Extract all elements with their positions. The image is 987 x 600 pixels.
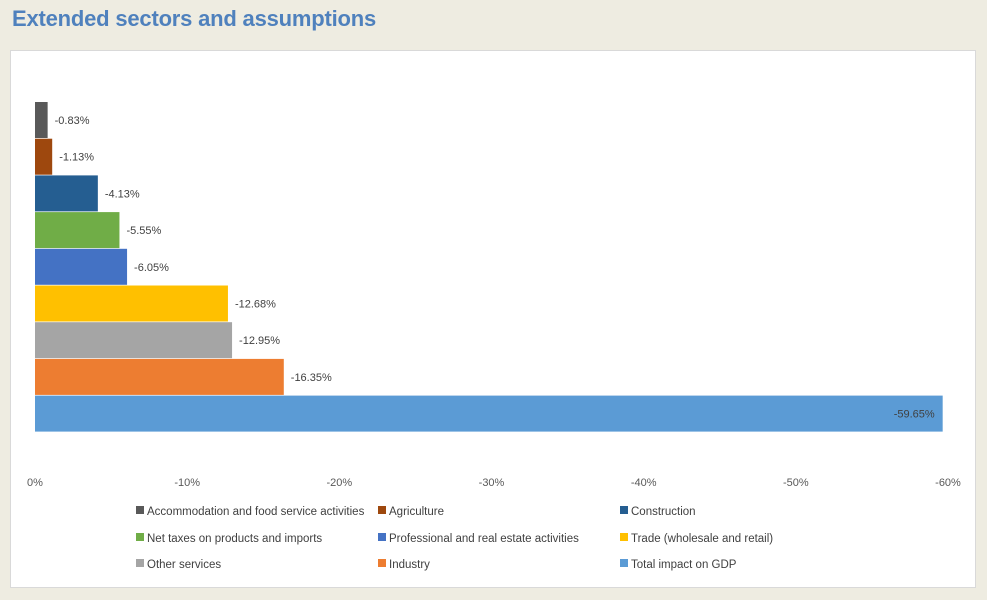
bar-data-label: -12.68% [235, 299, 276, 311]
x-tick-label: 0% [27, 477, 43, 489]
bar-9 [35, 395, 943, 432]
legend-item-label: Trade (wholesale and retail) [631, 533, 773, 545]
legend-item-label: Industry [389, 559, 430, 571]
bar-data-label: -5.55% [126, 225, 161, 237]
legend-item-label: Other services [147, 559, 221, 571]
bar-data-label: -59.65% [894, 409, 935, 421]
legend-swatch [136, 533, 144, 541]
legend-swatch [378, 506, 386, 514]
bar-6 [35, 285, 228, 322]
legend-item-label: Professional and real estate activities [389, 533, 579, 545]
x-tick-label: -10% [174, 477, 200, 489]
bar-8 [35, 358, 284, 395]
bar-data-label: -4.13% [105, 188, 140, 200]
bar-3 [35, 175, 98, 212]
x-tick-label: -30% [479, 477, 505, 489]
x-tick-label: -60% [935, 477, 961, 489]
x-tick-label: -50% [783, 477, 809, 489]
bar-2 [35, 138, 53, 175]
legend-swatch [378, 559, 386, 567]
legend-item-label: Total impact on GDP [631, 559, 737, 571]
legend-swatch [136, 559, 144, 567]
legend-swatch [620, 533, 628, 541]
legend-item-label: Agriculture [389, 506, 444, 518]
legend-swatch [620, 506, 628, 514]
legend-item-label: Net taxes on products and imports [147, 533, 322, 545]
x-tick-label: -40% [631, 477, 657, 489]
bar-data-label: -16.35% [291, 372, 332, 384]
bar-data-label: -12.95% [239, 335, 280, 347]
page-title: Extended sectors and assumptions [12, 6, 377, 31]
legend-swatch [136, 506, 144, 514]
bar-5 [35, 248, 128, 285]
bar-data-label: -1.13% [59, 152, 94, 164]
bar-data-label: -6.05% [134, 262, 169, 274]
bar-data-label: -0.83% [55, 115, 90, 127]
x-tick-label: -20% [326, 477, 352, 489]
bar-1 [35, 102, 48, 138]
legend-item-label: Accommodation and food service activitie… [147, 506, 365, 518]
legend-item-label: Construction [631, 506, 696, 518]
bar-7 [35, 322, 233, 359]
bar-4 [35, 212, 120, 249]
legend-swatch [378, 533, 386, 541]
legend-swatch [620, 559, 628, 567]
